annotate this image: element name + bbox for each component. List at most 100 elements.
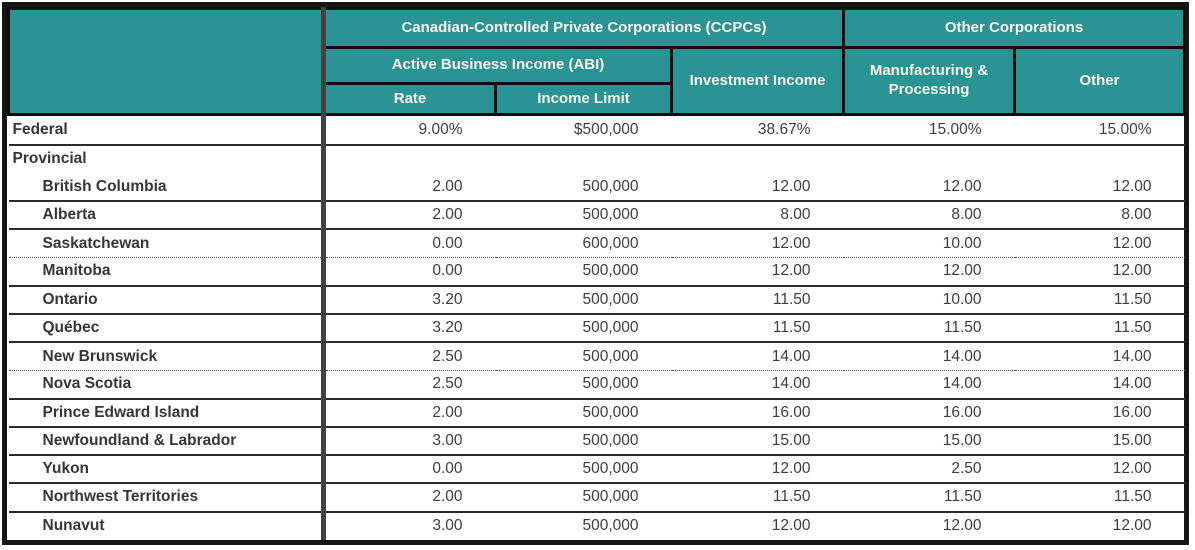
manufacturing-processing-cell: 11.50 (843, 314, 1015, 344)
manufacturing-processing-cell: 12.00 (843, 257, 1015, 287)
header-manufacturing-processing: Manufacturing & Processing (842, 46, 1016, 116)
other-cell: 11.50 (1014, 483, 1185, 513)
rate-cell: 3.20 (323, 314, 496, 344)
header-active-business-income: Active Business Income (ABI) (322, 46, 673, 85)
other-cell: 12.00 (1014, 257, 1185, 287)
income-limit-cell: 500,000 (495, 314, 672, 344)
rate-cell: 2.00 (323, 398, 496, 428)
manufacturing-processing-cell: 16.00 (843, 398, 1015, 428)
manufacturing-processing-cell: 10.00 (843, 285, 1015, 316)
table-row: Ontario 3.20 500,000 11.50 10.00 11.50 (8, 285, 1185, 316)
investment-income-cell: 11.50 (671, 483, 844, 513)
investment-income-cell: 12.00 (771, 517, 811, 535)
table-row: British Columbia 2.00 500,000 12.00 12.0… (8, 172, 1185, 203)
other-cell: 12.00 (1014, 455, 1185, 485)
rate-cell: 3.00 (323, 426, 496, 457)
header-other-corporations-group: Other Corporations (842, 7, 1186, 49)
investment-income-cell: 12.00 (671, 229, 844, 259)
table-header: Canadian-Controlled Private Corporations… (7, 7, 1186, 116)
rate-cell: 2.00 (323, 172, 496, 203)
rate-cell: 2.00 (323, 483, 496, 513)
table-row: Saskatchewan 0.00 600,000 12.00 10.00 12… (8, 229, 1185, 259)
other-cell: 15.00% (1014, 114, 1185, 146)
other-cell: 15.00 (1014, 426, 1185, 457)
table-row: Prince Edward Island 2.00 500,000 16.00 … (8, 398, 1185, 428)
table-row-provincial-section: Provincial (8, 144, 1185, 173)
income-limit-cell: 500,000 (495, 257, 672, 287)
rate-cell: 3.20 (323, 285, 496, 316)
income-limit-cell: 500,000 (495, 342, 672, 371)
income-limit-cell: 500,000 (495, 285, 672, 316)
other-cell: 12.00 (1014, 172, 1185, 203)
row-label: Prince Edward Island (8, 398, 326, 428)
manufacturing-processing-cell: 14.00 (843, 370, 1015, 400)
manufacturing-processing-cell: 2.50 (843, 455, 1015, 485)
other-cell: 8.00 (1014, 201, 1185, 231)
row-label: Federal (8, 114, 326, 146)
manufacturing-processing-cell: 15.00% (843, 114, 1015, 146)
row-label: Nova Scotia (8, 370, 326, 400)
header-rate: Rate (322, 82, 497, 116)
manufacturing-processing-cell: 8.00 (843, 201, 1015, 231)
table-row: Newfoundland & Labrador 3.00 500,000 15.… (8, 426, 1185, 457)
empty-cell (324, 145, 1185, 173)
investment-income-cell: 11.50 (671, 285, 844, 316)
header-other: Other (1013, 46, 1186, 116)
manufacturing-processing-cell: 12.00 (942, 517, 982, 535)
rate-cell: 2.50 (323, 370, 496, 400)
header-income-limit: Income Limit (494, 82, 673, 116)
section-label: Provincial (8, 144, 326, 173)
rate-cell: 3.00 (432, 517, 463, 535)
row-label: Yukon (8, 455, 326, 485)
income-limit-cell: 500,000 (495, 370, 672, 400)
investment-income-cell: 12.00 (671, 257, 844, 287)
income-limit-cell: 500,000 (495, 483, 672, 513)
other-cell: 11.50 (1014, 314, 1185, 344)
table-body: Federal 9.00% $500,000 38.67% 15.00% 15.… (8, 114, 1185, 540)
row-label: New Brunswick (8, 342, 326, 371)
header-column-row: Rate Income Limit (9, 82, 1185, 116)
row-label: Newfoundland & Labrador (8, 426, 326, 457)
investment-income-cell: 16.00 (671, 398, 844, 428)
manufacturing-processing-cell: 14.00 (843, 342, 1015, 371)
corner-cell (7, 7, 326, 116)
row-label: British Columbia (8, 172, 326, 203)
row-label: Ontario (8, 285, 326, 316)
manufacturing-processing-cell: 10.00 (843, 229, 1015, 259)
row-label: Nunavut (8, 511, 326, 540)
investment-income-cell: 14.00 (671, 342, 844, 371)
corporate-tax-rate-table: Canadian-Controlled Private Corporations… (7, 7, 1186, 540)
rate-cell: 9.00% (323, 114, 496, 146)
rate-cell: 2.00 (323, 201, 496, 231)
manufacturing-processing-cell: 15.00 (843, 426, 1015, 457)
row-label: Manitoba (8, 257, 326, 287)
income-limit-cell: 500,000 (495, 201, 672, 231)
table-row: Québec 3.20 500,000 11.50 11.50 11.50 (8, 314, 1185, 344)
header-subgroup-row: Active Business Income (ABI) Investment … (9, 46, 1186, 116)
header-ccpc-group: Canadian-Controlled Private Corporations… (322, 7, 845, 49)
manufacturing-processing-cell: 12.00 (843, 172, 1015, 203)
table-row: New Brunswick 2.50 500,000 14.00 14.00 1… (8, 342, 1185, 371)
table-row: Nova Scotia 2.50 500,000 14.00 14.00 14.… (8, 370, 1185, 400)
other-cell: 14.00 (1014, 370, 1185, 400)
rate-cell: 2.50 (323, 342, 496, 371)
table-row: Northwest Territories 2.00 500,000 11.50… (8, 483, 1185, 513)
income-limit-cell: 500,000 (495, 426, 672, 457)
income-limit-cell: 500,000 (495, 455, 672, 485)
other-cell: 12.00 (1112, 517, 1152, 535)
rate-cell: 0.00 (323, 257, 496, 287)
manufacturing-processing-cell: 11.50 (843, 483, 1015, 513)
investment-income-cell: 12.00 (671, 455, 844, 485)
income-limit-cell: $500,000 (495, 114, 672, 146)
investment-income-cell: 8.00 (671, 201, 844, 231)
income-limit-cell: 500,000 (495, 172, 672, 203)
row-label: Saskatchewan (8, 229, 326, 259)
income-limit-cell: 500,000 (495, 398, 672, 428)
rate-cell: 0.00 (323, 229, 496, 259)
other-cell: 11.50 (1014, 285, 1185, 316)
other-cell: 14.00 (1014, 342, 1185, 371)
investment-income-cell: 11.50 (671, 314, 844, 344)
investment-income-cell: 12.00 (671, 172, 844, 203)
investment-income-cell: 14.00 (671, 370, 844, 400)
